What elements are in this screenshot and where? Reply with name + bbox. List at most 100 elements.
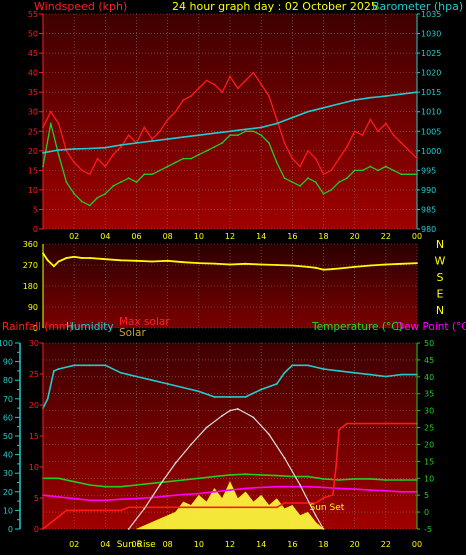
direction-series-point: [166, 259, 169, 262]
compass-label: W: [435, 255, 446, 268]
rain-temp-series-point-0: [88, 364, 91, 367]
rain-temp-series-point-4: [158, 484, 161, 486]
direction-series-point: [104, 258, 107, 261]
wind-x-tick-label: 18: [318, 232, 328, 241]
wind-tick-label: 15: [28, 166, 38, 175]
wind-series-point-1: [158, 169, 161, 172]
wind-series-point-0: [96, 157, 99, 160]
temperature-tick-label: 35: [424, 390, 434, 399]
wind-series-point-0: [88, 173, 91, 176]
wind-series-point-1: [104, 192, 107, 195]
wind-series-point-0: [229, 75, 231, 78]
solar-legend: Solar: [119, 327, 146, 339]
rain-temp-series-point-2: [384, 489, 387, 492]
rain-temp-series-point-3: [135, 506, 138, 509]
direction-series-point: [57, 260, 60, 263]
humidity-tick-label: 70: [3, 395, 13, 404]
wind-series-point-1: [244, 130, 247, 133]
wind-series-point-1: [392, 169, 395, 172]
wind-series-point-1: [416, 173, 418, 176]
wind-series-point-1: [408, 173, 411, 176]
wind-series-point-2: [384, 95, 387, 97]
rain-temp-series-point-1: [400, 479, 403, 481]
direction-left-axis: 0 90 180 270 360: [23, 240, 44, 333]
rain-temp-x-tick-label: 14: [256, 540, 266, 549]
direction-tick-label: 0: [33, 324, 38, 333]
wind-series-point-2: [135, 142, 138, 144]
barometer-tick-label: 985: [421, 205, 436, 214]
wind-tick-label: 5: [33, 205, 38, 214]
rain-temp-series-point-0: [275, 383, 278, 385]
wind-series-point-0: [73, 161, 76, 164]
wind-gridlines: [43, 13, 418, 230]
wind-axis-label: Windspeed (kph): [34, 0, 127, 13]
wind-series-point-1: [268, 142, 270, 144]
rain-temp-series-point-2: [353, 488, 356, 490]
humidity-tick-label: 30: [3, 469, 13, 478]
rain-temp-series-point-2: [229, 489, 231, 492]
rain-temp-series-point-4: [205, 426, 208, 429]
wind-series-point-0: [361, 134, 364, 137]
direction-series-point: [229, 263, 231, 266]
wind-series-point-1: [49, 122, 52, 125]
rain-temp-series-point-0: [283, 371, 286, 374]
wind-series-point-1: [260, 134, 263, 137]
rain-temp-series-point-0: [291, 364, 294, 367]
direction-series-point: [314, 266, 317, 269]
rain-temp-x-tick-label: 00: [412, 540, 422, 549]
wind-series-point-2: [353, 99, 356, 101]
temperature-tick-label: 5: [424, 491, 429, 500]
wind-series-point-1: [283, 177, 286, 180]
wind-series-point-1: [377, 169, 379, 172]
wind-series-point-2: [57, 149, 60, 151]
rain-temp-series-point-1: [57, 477, 60, 480]
humidity-tick-label: 0: [8, 525, 13, 534]
rain-temp-series-point-0: [53, 370, 55, 372]
wind-series-point-0: [260, 83, 263, 86]
direction-tick-label: 270: [23, 261, 38, 270]
rain-temp-series-point-0: [120, 371, 122, 374]
wind-series-point-2: [416, 91, 418, 94]
wind-series-point-2: [88, 147, 91, 150]
rain-temp-series-point-1: [307, 475, 309, 478]
wind-series-point-2: [400, 93, 403, 96]
wind-tick-label: 55: [28, 10, 38, 19]
humidity-tick-label: 90: [3, 358, 13, 367]
rain-temp-series-point-1: [104, 485, 107, 488]
barometer-tick-label: 990: [421, 186, 436, 195]
temperature-axis: -5 0 5 10 15 20 25 30 35 40 45 50: [416, 339, 434, 534]
wind-tick-label: 20: [28, 147, 38, 156]
wind-series-point-0: [322, 173, 325, 176]
wind-x-tick-label: 16: [287, 232, 297, 241]
wind-series-point-0: [158, 130, 161, 133]
solar-area: [136, 481, 325, 530]
direction-series-point: [53, 265, 55, 268]
wind-series-point-0: [392, 134, 395, 137]
direction-series-point: [322, 268, 325, 271]
wind-series-point-2: [42, 151, 44, 154]
wind-series-point-2: [104, 146, 107, 149]
humidity-tick-label: 80: [3, 376, 13, 385]
temperature-tick-label: 25: [424, 424, 434, 433]
rain-temp-series-point-0: [182, 386, 185, 389]
rainfall-tick-label: 5: [34, 494, 39, 503]
wind-series-point-0: [252, 71, 255, 74]
wind-series-point-1: [236, 134, 239, 137]
rain-temp-series-point-0: [260, 388, 263, 391]
wind-tick-label: 25: [28, 127, 38, 136]
wind-series-point-1: [384, 165, 387, 168]
rain-temp-series-point-2: [338, 487, 340, 490]
rain-temp-series-point-0: [46, 397, 49, 400]
rain-temp-series-point-3: [335, 466, 337, 468]
wind-series-point-1: [143, 173, 146, 176]
rain-temp-series-point-0: [166, 383, 169, 385]
rain-temp-x-tick-label: 20: [350, 540, 360, 549]
rain-temp-series-point-2: [307, 485, 309, 488]
rainfall-tick-label: 20: [29, 401, 39, 410]
wind-series-point-0: [221, 91, 224, 94]
wind-series-point-1: [330, 189, 333, 191]
rainfall-tick-label: 25: [29, 370, 39, 379]
humidity-tick-label: 20: [3, 488, 13, 497]
wind-tick-label: 40: [28, 69, 38, 78]
wind-series-point-1: [213, 146, 216, 148]
